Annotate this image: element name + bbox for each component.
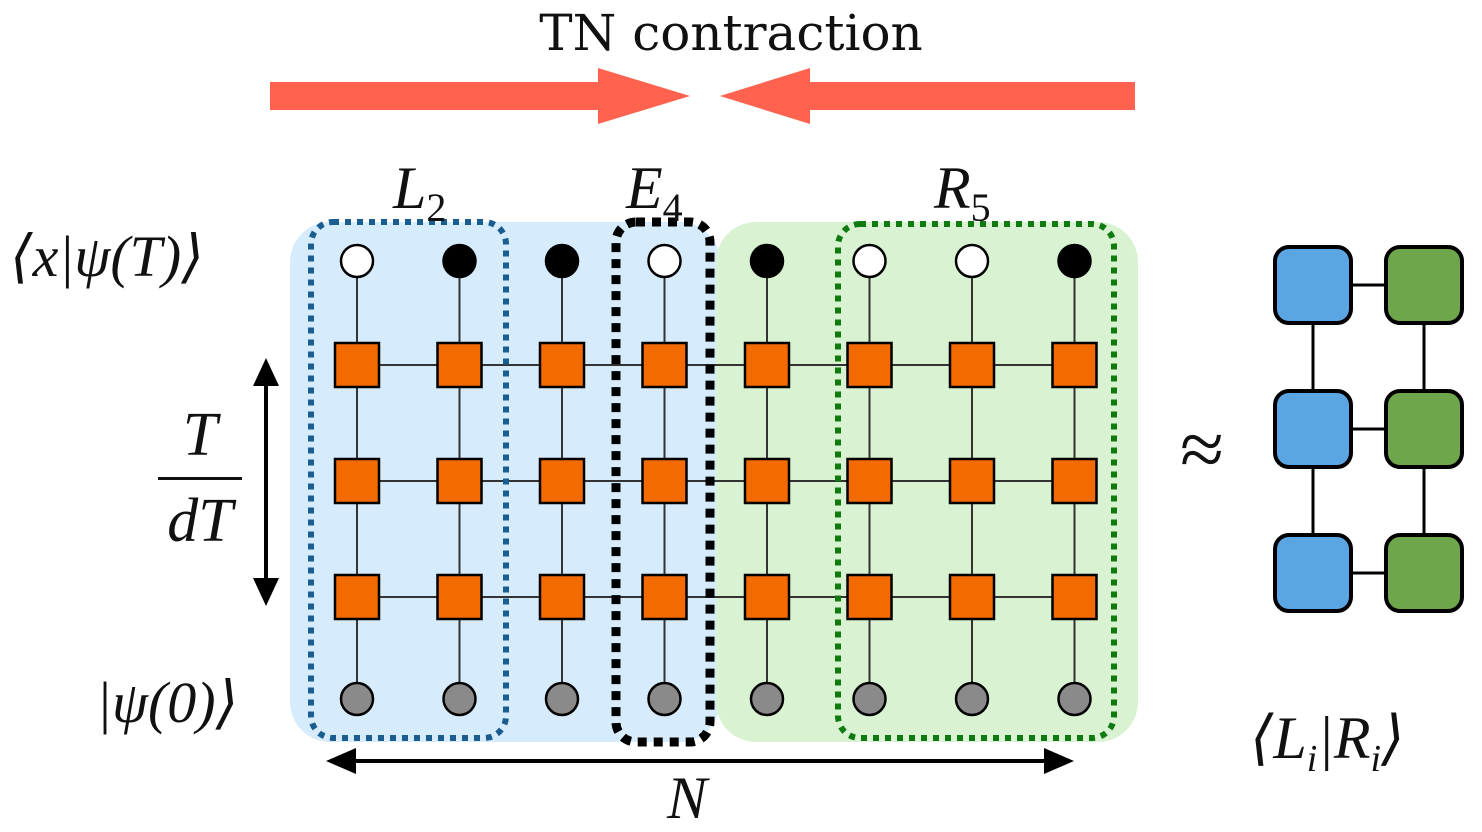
gate-tensor (846, 573, 893, 621)
gate-tensor (641, 341, 688, 389)
initial-site (1057, 681, 1092, 717)
gate-tensor (743, 341, 791, 389)
gate-tensor (538, 457, 586, 505)
overlap-label: ⟨Li|Ri⟩ (1250, 705, 1405, 780)
initial-site (339, 681, 375, 717)
measured-site-empty (852, 243, 887, 279)
left-environment-label: L2 (393, 155, 447, 230)
final-state-label: ⟨x|ψ(T)⟩ (10, 224, 204, 289)
initial-sites (339, 681, 1092, 717)
gate-tensor (948, 457, 996, 505)
environment-ladder (1273, 245, 1464, 613)
gate-tensor (1051, 573, 1098, 621)
approx-symbol: ≈ (1180, 406, 1224, 494)
gate-tensor (641, 573, 688, 621)
gate-tensor (846, 341, 893, 389)
time-numerator: T (182, 401, 218, 469)
right-environment-tensor (1384, 389, 1464, 469)
system-size-arrow (326, 748, 1074, 774)
time-steps-arrow (253, 358, 279, 606)
initial-site (749, 681, 785, 717)
L2-dotted-box (308, 219, 509, 741)
left-environment-tensor (1273, 389, 1353, 469)
measured-sites (339, 243, 1092, 279)
gate-tensor (846, 457, 893, 505)
right-environment-tensor (1384, 533, 1464, 613)
gate-tensor (333, 573, 381, 621)
left-environment-tensor (1273, 245, 1353, 325)
gate-tensor (948, 341, 996, 389)
time-denominator: dT (167, 487, 233, 555)
left-environment-tensor (1273, 533, 1353, 613)
gate-grid (333, 341, 1098, 621)
measured-site-filled (749, 243, 785, 279)
right-environment-tensor (1384, 245, 1464, 325)
measured-site-filled (1057, 243, 1092, 279)
measured-site-empty (647, 243, 682, 279)
contraction-arrows (270, 68, 1135, 124)
initial-site (647, 681, 682, 717)
measured-site-filled (442, 243, 477, 279)
R5-dotted-box (835, 221, 1117, 741)
measured-site-empty (339, 243, 375, 279)
gate-tensor (436, 457, 483, 505)
gate-tensor (1051, 341, 1098, 389)
initial-site (544, 681, 580, 717)
time-steps-fraction: T dT (150, 400, 250, 557)
initial-state-label: |ψ(0)⟩ (96, 670, 239, 735)
gate-tensor (1051, 457, 1098, 505)
initial-site (852, 681, 887, 717)
gate-tensor (436, 573, 483, 621)
right-environment-label: R5 (934, 155, 991, 230)
initial-site (442, 681, 477, 717)
gate-tensor (538, 341, 586, 389)
gate-tensor (743, 457, 791, 505)
initial-site (954, 681, 990, 717)
system-size-label: N (667, 765, 708, 831)
local-tensor-label: E4 (626, 155, 683, 230)
E4-dotted-box (611, 217, 715, 747)
measured-site-filled (544, 243, 580, 279)
gate-tensor (538, 573, 586, 621)
gate-tensor (948, 573, 996, 621)
gate-tensor (436, 341, 483, 389)
gate-tensor (333, 341, 381, 389)
gate-tensor (641, 457, 688, 505)
diagram-title: TN contraction (539, 4, 923, 62)
left-contraction-arrow (270, 68, 690, 124)
gate-tensor (743, 573, 791, 621)
right-contraction-arrow (720, 68, 1135, 124)
gate-tensor (333, 457, 381, 505)
measured-site-empty (954, 243, 990, 279)
